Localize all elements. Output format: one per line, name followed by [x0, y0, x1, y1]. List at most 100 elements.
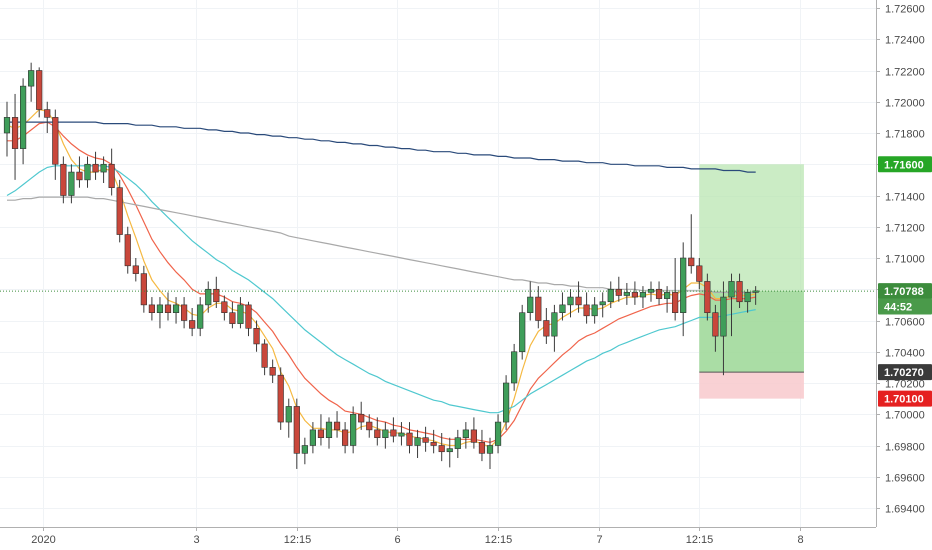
y-tick-label: 1.71000: [885, 254, 925, 266]
price-badge-label: 1.70100: [884, 394, 924, 406]
y-tick-label: 1.69400: [885, 504, 925, 516]
candle-body: [536, 297, 542, 320]
candle-body: [527, 297, 533, 313]
candle-body: [101, 164, 107, 172]
candle-body: [286, 406, 292, 422]
candle-body: [447, 449, 453, 452]
price-badge-label: 1.70788: [884, 286, 924, 298]
x-tick-label: 12:15: [284, 534, 312, 546]
candle-body: [44, 110, 50, 118]
position-zones[interactable]: [699, 164, 804, 398]
candle-body: [511, 352, 517, 383]
x-tick-label: 7: [596, 534, 602, 546]
candle-body: [117, 188, 123, 235]
candle-body: [254, 328, 260, 344]
moving-averages: [7, 110, 756, 448]
candle-body: [415, 438, 421, 446]
candle-body: [431, 442, 437, 445]
candle-body: [69, 172, 75, 195]
candle-body: [125, 235, 131, 266]
price-badge-label: 1.71600: [884, 159, 924, 171]
y-tick-label: 1.69800: [885, 442, 925, 454]
candle-body: [439, 446, 445, 452]
candle-body: [705, 281, 711, 312]
candle-body: [342, 430, 348, 446]
y-tick-label: 1.72000: [885, 98, 925, 110]
price-badge-label: 44:52: [884, 301, 912, 313]
y-tick-label: 1.71400: [885, 192, 925, 204]
candle-body: [463, 430, 469, 438]
y-tick-label: 1.71800: [885, 129, 925, 141]
candle-body: [53, 117, 59, 164]
candle-body: [519, 313, 525, 352]
price-axis[interactable]: 1.72600 1.72400 1.72200 1.72000 1.71800 1.716…: [876, 0, 925, 527]
candle-body: [375, 430, 381, 438]
candle-body: [697, 266, 703, 282]
candle-body: [294, 406, 300, 453]
candle-body: [552, 313, 558, 336]
candle-body: [640, 292, 646, 297]
candle-body: [616, 289, 622, 295]
candle-body: [600, 302, 606, 305]
candle-body: [36, 71, 42, 110]
candle-body: [77, 172, 83, 180]
candle-body: [688, 258, 694, 266]
candle-body: [270, 367, 276, 375]
y-tick-label: 1.71200: [885, 223, 925, 235]
candle-body: [680, 258, 686, 313]
candle-body: [181, 305, 187, 321]
candle-body: [592, 305, 598, 316]
candle-body: [61, 164, 67, 195]
candle-body: [20, 86, 26, 149]
candle-body: [165, 305, 171, 313]
candle-body: [173, 305, 179, 313]
candle-body: [85, 164, 91, 180]
candle-body: [350, 414, 356, 445]
candle-body: [326, 422, 332, 438]
candle-body: [721, 297, 727, 336]
candle-body: [407, 433, 413, 446]
y-tick-label: 1.70000: [885, 410, 925, 422]
candle-body: [479, 442, 485, 453]
candle-body: [672, 292, 678, 312]
candle-body: [383, 430, 389, 438]
candle-body: [302, 446, 308, 454]
candle-body: [423, 438, 429, 443]
candle-body: [664, 292, 670, 298]
moving-average-line-1: [7, 110, 756, 448]
candle-body: [246, 305, 252, 328]
candle-body: [568, 297, 574, 305]
candle-body: [487, 446, 493, 454]
time-axis[interactable]: 2020 3 12:15 6 12:15 7 12:15 8: [0, 527, 876, 546]
candle-body: [93, 164, 99, 172]
candle-body: [189, 321, 195, 329]
candle-body: [391, 430, 397, 436]
x-tick-label: 12:15: [485, 534, 513, 546]
candle-body: [197, 305, 203, 328]
moving-average-line-2: [7, 122, 756, 442]
candle-body: [28, 71, 34, 87]
candle-body: [544, 321, 550, 337]
x-tick-label: 3: [193, 534, 199, 546]
candle-body: [149, 305, 155, 313]
candle-body: [310, 430, 316, 446]
y-tick-label: 1.70200: [885, 379, 925, 391]
x-tick-label: 8: [797, 534, 803, 546]
candle-body: [584, 305, 590, 316]
candle-body: [366, 422, 372, 430]
y-tick-label: 1.69600: [885, 473, 925, 485]
y-tick-label: 1.72400: [885, 35, 925, 47]
x-tick-label: 2020: [31, 534, 55, 546]
candle-body: [624, 292, 630, 295]
stop-zone: [699, 372, 804, 399]
candle-body: [238, 305, 244, 324]
x-tick-label: 12:15: [686, 534, 714, 546]
candle-body: [495, 422, 501, 445]
candle-body: [109, 164, 115, 187]
candle-body: [141, 274, 147, 305]
candle-body: [503, 383, 509, 422]
y-tick-label: 1.72200: [885, 67, 925, 79]
x-tick-label: 6: [394, 534, 400, 546]
candle-body: [133, 266, 139, 274]
